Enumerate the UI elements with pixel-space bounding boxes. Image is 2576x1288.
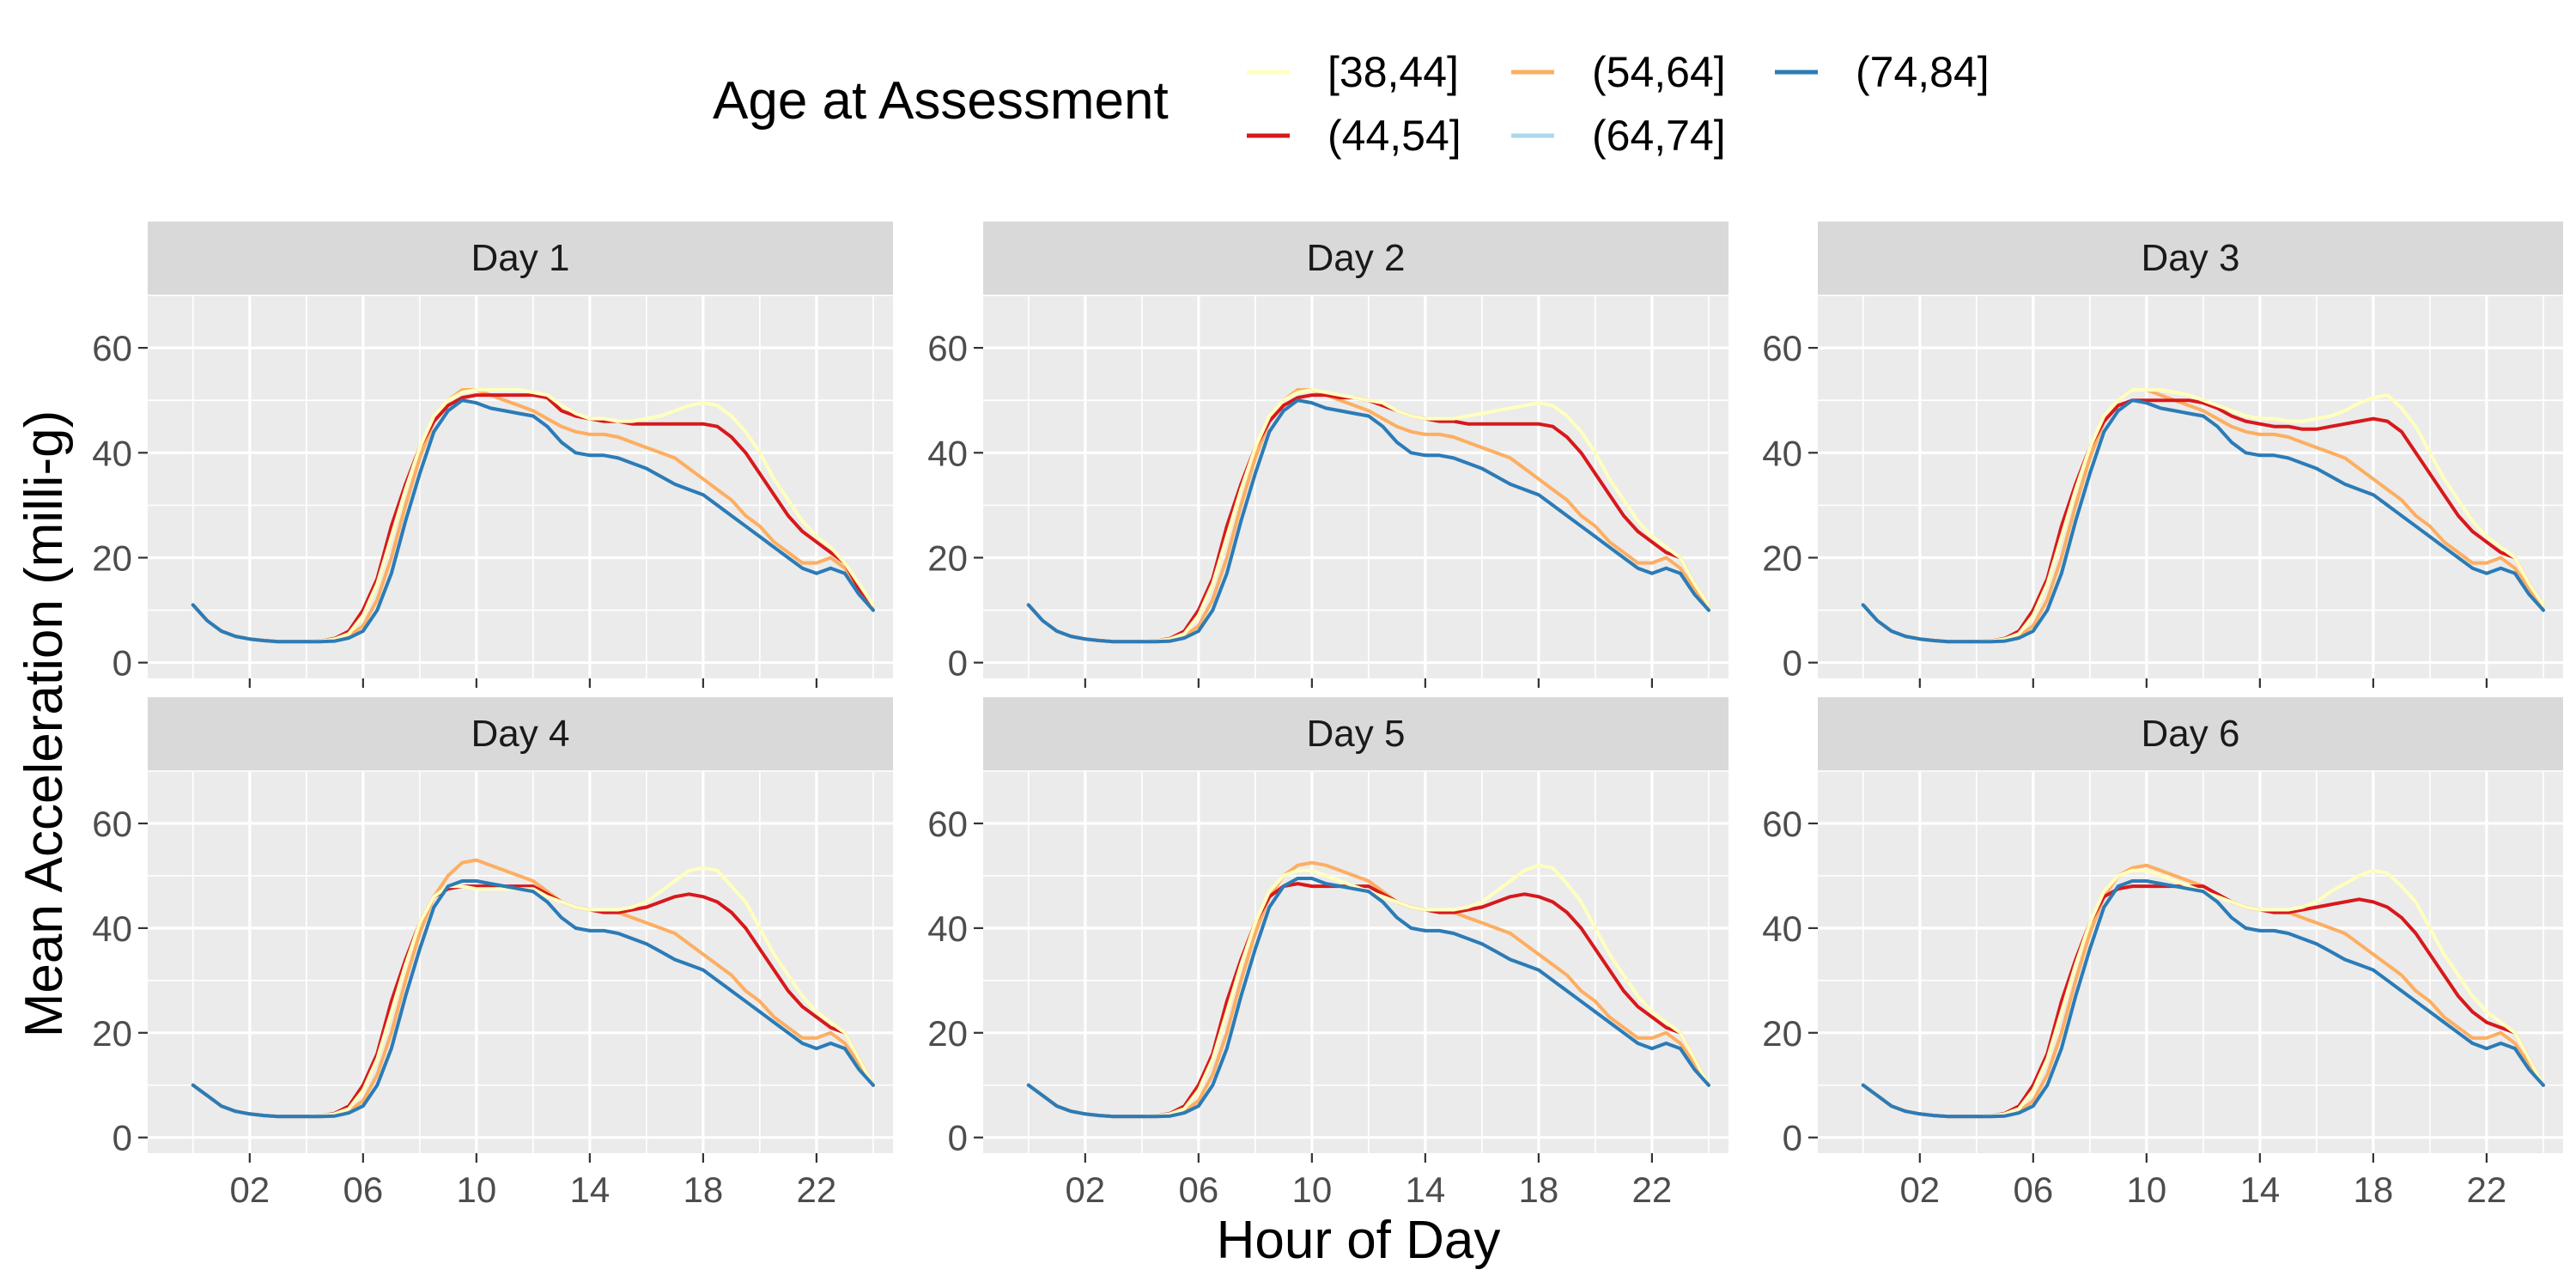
legend-label: (64,74] — [1592, 112, 1726, 160]
y-tick-label: 20 — [927, 538, 968, 578]
legend: Age at Assessment [38,44] (44,54] (54,64] (… — [713, 48, 1990, 160]
panel: Day 4 0 20 40 60 02 06 10 14 18 22 — [92, 697, 893, 1210]
facet-title: Day 4 — [471, 713, 570, 755]
legend-item: (74,84] — [1775, 48, 1990, 96]
panel-lines — [1861, 388, 2545, 644]
y-axis-title: Mean Acceleration (milli-g) — [15, 410, 74, 1037]
x-tick-label: 06 — [343, 1170, 383, 1210]
facet-strip — [983, 697, 1728, 771]
facet-title: Day 3 — [2142, 237, 2240, 279]
panel: Day 5 0 20 40 60 02 06 10 14 18 22 — [927, 697, 1728, 1210]
legend-item: [38,44] — [1247, 48, 1459, 96]
x-tick-label: 18 — [683, 1170, 724, 1210]
legend-label: (74,84] — [1856, 48, 1990, 96]
x-tick-label: 14 — [569, 1170, 610, 1210]
x-tick-label: 18 — [2354, 1170, 2394, 1210]
facet-title: Day 5 — [1307, 713, 1406, 755]
panel: Day 30204060020610141822 — [1762, 222, 2563, 735]
y-tick-label: 40 — [1762, 433, 1802, 473]
y-tick-label: 0 — [948, 643, 968, 683]
series-line — [1861, 879, 2545, 1119]
y-tick-label: 60 — [927, 804, 968, 844]
legend-item: (64,74] — [1511, 112, 1726, 160]
panel-lines — [1861, 863, 2545, 1119]
series-line — [1026, 398, 1710, 644]
facet-strip — [148, 222, 893, 295]
panel: Day 10204060020610141822 — [92, 222, 893, 735]
y-tick-label: 40 — [92, 908, 132, 949]
x-tick-label: 22 — [797, 1170, 837, 1210]
x-tick-label: 22 — [1632, 1170, 1673, 1210]
x-tick-label: 02 — [229, 1170, 270, 1210]
y-tick-label: 0 — [112, 643, 132, 683]
series-line — [1861, 398, 2545, 644]
x-tick-label: 10 — [456, 1170, 496, 1210]
y-tick-label: 60 — [92, 804, 132, 844]
x-axis-title: Hour of Day — [1217, 1211, 1501, 1270]
y-tick-label: 60 — [927, 328, 968, 368]
x-tick-label: 10 — [1291, 1170, 1332, 1210]
y-tick-label: 0 — [112, 1118, 132, 1158]
legend-label: (44,54] — [1327, 112, 1461, 160]
panel-lines — [1026, 388, 1710, 644]
y-tick-label: 0 — [1783, 643, 1802, 683]
x-tick-label: 02 — [1899, 1170, 1940, 1210]
y-tick-label: 0 — [1783, 1118, 1802, 1158]
facet-title: Day 2 — [1307, 237, 1406, 279]
x-tick-label: 14 — [2240, 1170, 2281, 1210]
facet-strip — [1818, 697, 2563, 771]
y-tick-label: 20 — [1762, 1013, 1802, 1054]
y-tick-label: 20 — [927, 1013, 968, 1054]
legend-item: (44,54] — [1247, 112, 1461, 160]
y-tick-label: 20 — [92, 538, 132, 578]
y-tick-label: 40 — [927, 908, 968, 949]
panel-lines — [1026, 860, 1710, 1119]
y-tick-label: 40 — [1762, 908, 1802, 949]
y-tick-label: 20 — [92, 1013, 132, 1054]
panel-background — [1818, 771, 2563, 1153]
facet-strip — [1818, 222, 2563, 295]
x-tick-label: 02 — [1065, 1170, 1105, 1210]
panel-lines — [191, 388, 875, 644]
legend-label: [38,44] — [1327, 48, 1459, 96]
facet-title: Day 6 — [2142, 713, 2240, 755]
legend-title: Age at Assessment — [713, 71, 1169, 131]
y-tick-label: 60 — [1762, 328, 1802, 368]
legend-label: (54,64] — [1592, 48, 1726, 96]
x-tick-label: 18 — [1519, 1170, 1559, 1210]
x-tick-label: 14 — [1406, 1170, 1446, 1210]
y-tick-label: 40 — [927, 433, 968, 473]
facet-strip — [148, 697, 893, 771]
y-tick-label: 40 — [92, 433, 132, 473]
x-tick-label: 06 — [1178, 1170, 1218, 1210]
series-line — [1026, 877, 1710, 1119]
facet-title: Day 1 — [471, 237, 570, 279]
legend-item: (54,64] — [1511, 48, 1726, 96]
series-line — [191, 879, 875, 1119]
y-tick-label: 60 — [1762, 804, 1802, 844]
x-tick-label: 10 — [2126, 1170, 2166, 1210]
y-tick-label: 20 — [1762, 538, 1802, 578]
y-tick-label: 60 — [92, 328, 132, 368]
facet-strip — [983, 222, 1728, 295]
x-tick-label: 06 — [2013, 1170, 2053, 1210]
series-line — [191, 398, 875, 644]
panel: Day 6 0 20 40 60 02 06 10 14 18 22 — [1762, 697, 2563, 1210]
y-tick-label: 0 — [948, 1118, 968, 1158]
panel: Day 20204060020610141822 — [927, 222, 1728, 735]
x-tick-label: 22 — [2467, 1170, 2507, 1210]
panel-lines — [191, 858, 875, 1119]
facet-panels: Day 10204060020610141822Day 202040600206… — [92, 222, 2563, 1210]
